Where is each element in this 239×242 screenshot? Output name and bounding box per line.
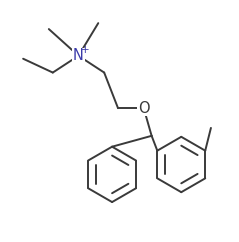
Text: +: + [81,45,90,55]
Text: O: O [138,101,150,116]
Text: N: N [73,48,84,63]
